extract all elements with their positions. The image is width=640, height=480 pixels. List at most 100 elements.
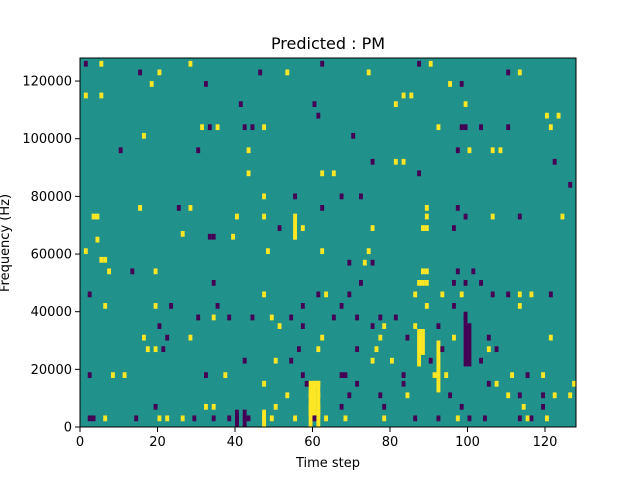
heatmap-cell [83,248,88,255]
heatmap-cell [153,268,158,275]
heatmap-cell [262,213,267,220]
heatmap-cell [463,213,468,220]
x-axis-label: Time step [295,456,360,471]
heatmap-cell [517,69,522,76]
heatmap-cell [145,346,150,353]
heatmap-band [308,409,313,427]
heatmap-cell [227,415,232,422]
heatmap-cell [250,314,255,321]
heatmap-cell [498,147,503,154]
heatmap-cell [448,81,453,87]
heatmap-cell [355,314,360,321]
heatmap-cell [339,372,344,378]
heatmap-cell [293,193,298,200]
heatmap-cell [107,268,112,275]
heatmap-cell [130,268,135,275]
heatmap-cell [204,403,208,410]
heatmap-cell [211,403,216,410]
heatmap-cell [300,303,305,309]
heatmap-cell [142,334,146,341]
heatmap-cell [378,392,383,399]
heatmap-cell [463,279,468,286]
x-tick-label: 20 [149,435,166,450]
heatmap-cell [370,259,375,266]
heatmap-cell [153,403,158,410]
heatmap-cell [262,193,267,200]
heatmap-cell [262,124,267,131]
heatmap-cell [242,124,247,131]
heatmap-cell [541,392,546,399]
x-axis-ticks: 0 20 40 60 80 100 120 [76,427,557,450]
heatmap-cell [393,158,398,165]
heatmap-cell [393,314,398,321]
heatmap-cell [87,372,92,378]
heatmap-cell [362,259,367,266]
heatmap-cell [525,415,530,422]
heatmap-cell [370,323,375,329]
heatmap-cell [417,170,422,177]
heatmap-cell [359,193,363,200]
heatmap-cell [83,92,88,99]
heatmap-cell [490,213,495,220]
heatmap-cells [83,60,577,427]
heatmap-cell [424,268,429,275]
heatmap-cell [548,291,553,298]
heatmap-cell [467,415,472,422]
heatmap-cell [452,303,456,309]
heatmap-cell [510,372,515,378]
heatmap-cell [320,60,325,67]
heatmap-cell [382,415,387,422]
heatmap-cell [215,124,220,131]
heatmap-cell [541,403,546,410]
heatmap-cell [343,415,348,422]
heatmap-cell [421,279,425,286]
heatmap-cell [390,357,394,364]
heatmap-cell [188,60,193,67]
heatmap-cell [494,380,499,387]
heatmap-cell [316,380,321,387]
heatmap-cell [401,372,406,378]
heatmap-cell [471,268,476,275]
heatmap-cell [316,291,321,298]
heatmap-cell [266,248,270,255]
heatmap-cell [347,291,352,298]
heatmap-cell [165,334,170,341]
heatmap-cell [517,303,522,309]
y-tick-label: 20000 [31,363,72,378]
heatmap-cell [517,415,522,422]
heatmap-cell [289,357,294,364]
heatmap-cell [459,124,464,131]
heatmap-cell [149,81,154,87]
heatmap-cell [188,334,193,341]
heatmap-cell [490,291,495,298]
heatmap-cell [262,291,267,298]
heatmap-cell [548,334,553,341]
heatmap-cell [366,248,371,255]
heatmap-cell [459,403,464,410]
heatmap-cell [277,323,282,329]
heatmap-cell [285,69,290,76]
heatmap-cell [331,170,336,177]
heatmap-cell [246,170,251,177]
heatmap-cell [312,415,317,422]
heatmap-cell [231,233,236,240]
heatmap-cell [572,380,577,387]
heatmap-cell [401,92,406,99]
heatmap-cell [196,314,201,321]
heatmap-cell [273,357,278,364]
heatmap-cell [103,415,108,422]
heatmap-cell [339,193,344,200]
heatmap-cell [297,346,301,353]
heatmap-cell [467,323,472,329]
heatmap-cell [428,60,433,67]
heatmap-cell [142,132,146,139]
heatmap-band [316,409,321,427]
heatmap-cell [293,233,298,240]
heatmap-cell [424,303,429,309]
y-tick-label: 40000 [31,305,72,320]
heatmap-cell [351,132,356,139]
heatmap-cell [556,112,561,119]
heatmap-cell [455,415,460,422]
heatmap-cell [118,147,123,154]
heatmap-cell [436,124,441,131]
